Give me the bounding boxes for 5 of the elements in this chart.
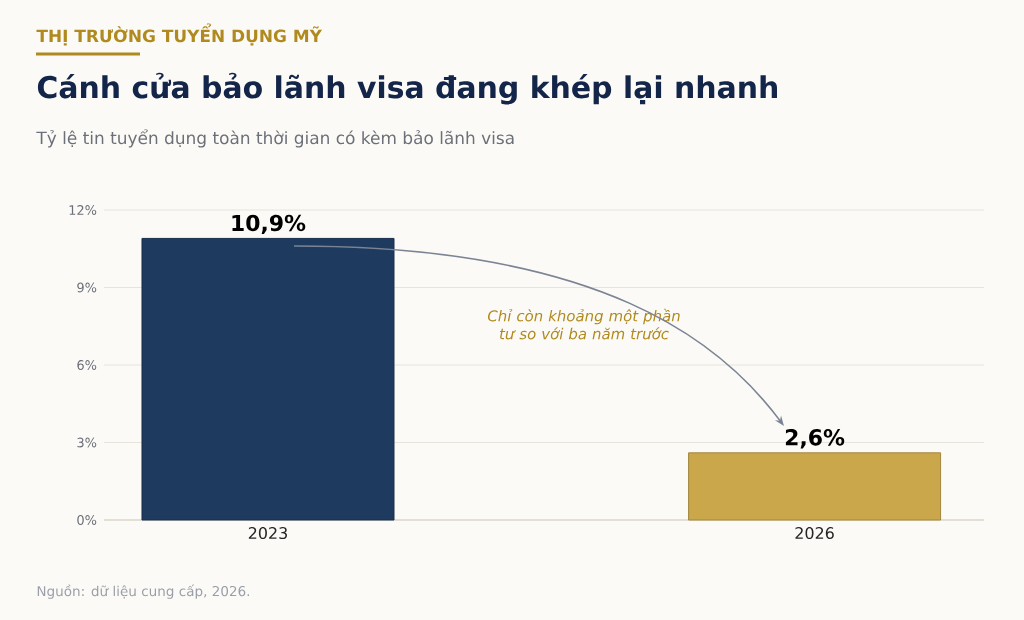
- chart-subtitle: Tỷ lệ tin tuyển dụng toàn thời gian có kèm bảo lãnh visa: [36, 129, 514, 148]
- data-label: 10,9%: [232, 214, 306, 235]
- chart-title: Cánh cửa bảo lãnh visa đang khép lại nhanh: [37, 72, 777, 105]
- data-label: 2,6%: [785, 429, 845, 449]
- text: THỊ TRƯỜNG TUYỂN DỤNG MỸ: [36, 23, 323, 46]
